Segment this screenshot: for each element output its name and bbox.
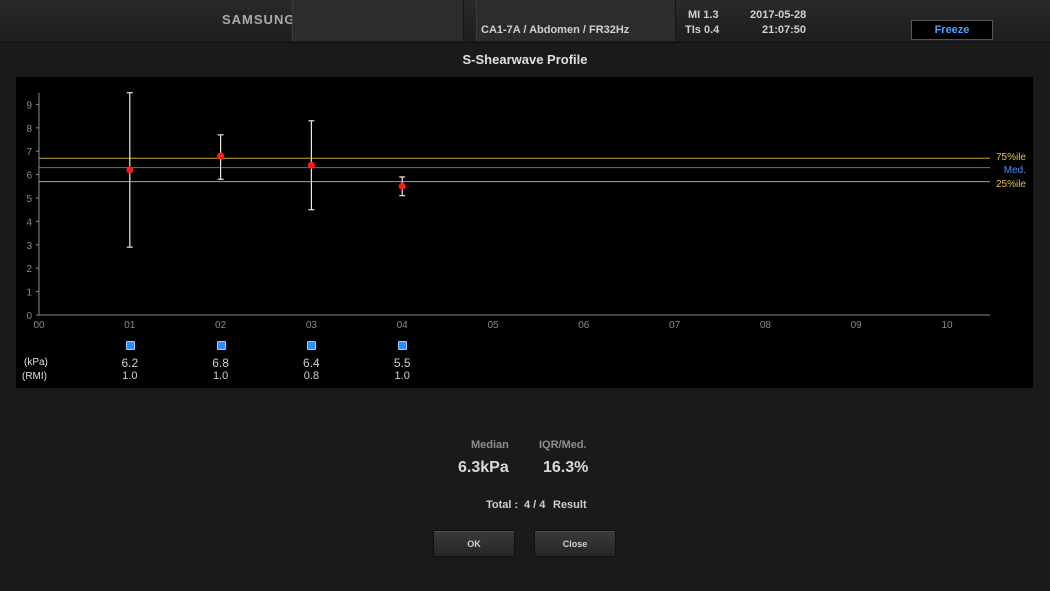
chart-panel	[16, 77, 1033, 388]
ok-button[interactable]: OK	[433, 530, 515, 557]
kpa-value: 6.2	[121, 356, 139, 370]
tis-readout: TIs 0.4	[685, 24, 720, 36]
y-tick-label: 2	[26, 264, 32, 275]
header-panel-left	[292, 0, 464, 41]
y-tick-label: 0	[26, 311, 32, 322]
reference-label: 75%ile	[996, 152, 1026, 163]
data-point	[126, 166, 134, 174]
rmi-row-label: (RMI)	[22, 371, 47, 382]
y-tick-label: 7	[26, 147, 32, 158]
freeze-button[interactable]: Freeze	[911, 20, 993, 40]
kpa-value: 5.5	[393, 356, 411, 370]
brand-logo: SAMSUNG	[222, 12, 296, 27]
total-label: Total :	[486, 499, 519, 511]
kpa-value: 6.8	[212, 356, 229, 370]
kpa-row-label: (kPa)	[24, 357, 48, 368]
x-tick-label: 03	[306, 320, 318, 331]
x-tick-label: 07	[669, 320, 681, 331]
measurement-checkbox[interactable]	[216, 341, 226, 350]
total-value: 4 / 4	[524, 499, 546, 511]
measurement-checkbox[interactable]	[307, 341, 317, 350]
mi-readout: MI 1.3	[688, 9, 719, 21]
page-title: S-Shearwave Profile	[462, 52, 588, 67]
rmi-value: 1.0	[212, 370, 229, 382]
data-point	[307, 161, 315, 169]
y-tick-label: 1	[26, 288, 32, 299]
reference-label: 25%ile	[996, 179, 1026, 190]
header-panel-right	[476, 0, 676, 41]
y-tick-label: 8	[26, 124, 32, 135]
y-tick-label: 3	[26, 241, 32, 252]
x-tick-label: 10	[941, 320, 953, 331]
x-tick-label: 09	[851, 320, 863, 331]
median-value: 6.3kPa	[458, 459, 509, 476]
top-bar: SAMSUNG CA1-7A / Abdomen / FR32Hz MI 1.3…	[0, 0, 1050, 43]
x-tick-label: 02	[215, 320, 227, 331]
rmi-value: 1.0	[122, 370, 138, 382]
kpa-value: 6.4	[303, 356, 320, 370]
measurement-checkbox[interactable]	[398, 341, 408, 350]
result-label: Result	[553, 499, 587, 511]
x-tick-label: 04	[397, 320, 409, 331]
data-point	[217, 152, 225, 160]
x-tick-label: 00	[33, 320, 45, 331]
x-tick-label: 06	[578, 320, 590, 331]
time-readout: 21:07:50	[762, 24, 807, 36]
median-label: Median	[471, 439, 509, 451]
measurement-checkbox[interactable]	[125, 341, 135, 350]
close-button[interactable]: Close	[534, 530, 616, 557]
x-tick-label: 01	[124, 320, 136, 331]
reference-label: Med.	[1004, 165, 1026, 176]
y-tick-label: 6	[26, 171, 32, 182]
iqr-value: 16.3%	[543, 459, 589, 476]
y-tick-label: 9	[26, 100, 32, 111]
y-tick-label: 4	[26, 217, 32, 228]
data-point	[398, 182, 406, 190]
x-tick-label: 08	[760, 320, 772, 331]
rmi-value: 1.0	[394, 370, 410, 382]
date-readout: 2017-05-28	[750, 9, 807, 21]
probe-info: CA1-7A / Abdomen / FR32Hz	[481, 24, 630, 36]
iqr-label: IQR/Med.	[539, 439, 587, 451]
y-tick-label: 5	[26, 194, 32, 205]
rmi-value: 0.8	[303, 370, 320, 382]
x-tick-label: 05	[487, 320, 499, 331]
